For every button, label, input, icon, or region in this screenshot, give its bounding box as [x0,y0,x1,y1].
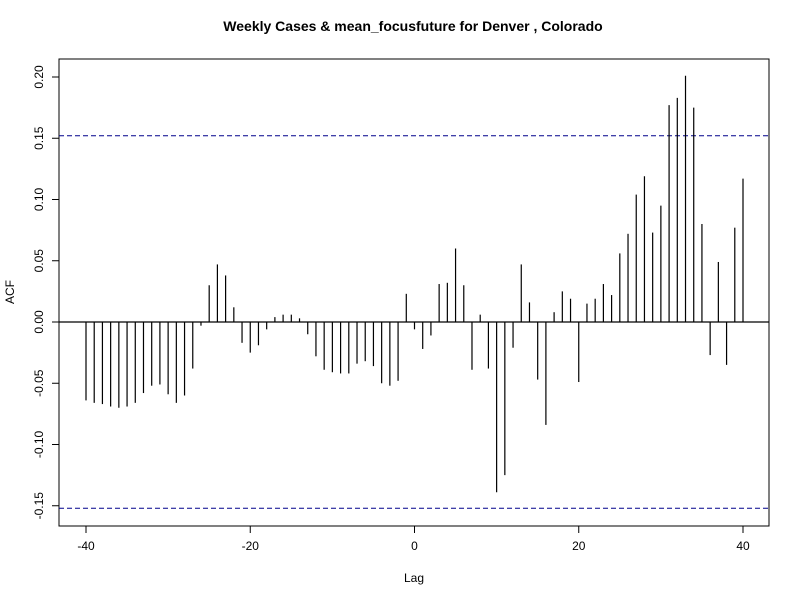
y-tick-label: 0.05 [32,249,46,273]
y-tick-label: 0.10 [32,187,46,211]
x-tick-label: -20 [242,539,260,553]
x-tick-label: 0 [411,539,418,553]
x-axis-label: Lag [404,571,424,585]
y-tick-label: 0.00 [32,310,46,334]
y-tick-label: 0.20 [32,65,46,89]
x-axis: -40 -20 0 20 40 [77,526,750,553]
y-tick-label: -0.10 [32,431,46,459]
y-axis-label: ACF [3,280,17,304]
plot-area [59,75,769,509]
x-tick-label: 20 [572,539,586,553]
y-tick-label: -0.05 [32,369,46,397]
y-tick-label: -0.15 [32,492,46,520]
x-tick-label: -40 [77,539,95,553]
y-axis: -0.15 -0.10 -0.05 0.00 0.05 0.10 0.15 0.20 [32,65,59,519]
x-tick-label: 40 [736,539,750,553]
chart-title: Weekly Cases & mean_focusfuture for Denv… [223,18,602,34]
y-tick-label: 0.15 [32,126,46,150]
plot-frame [58,58,770,527]
